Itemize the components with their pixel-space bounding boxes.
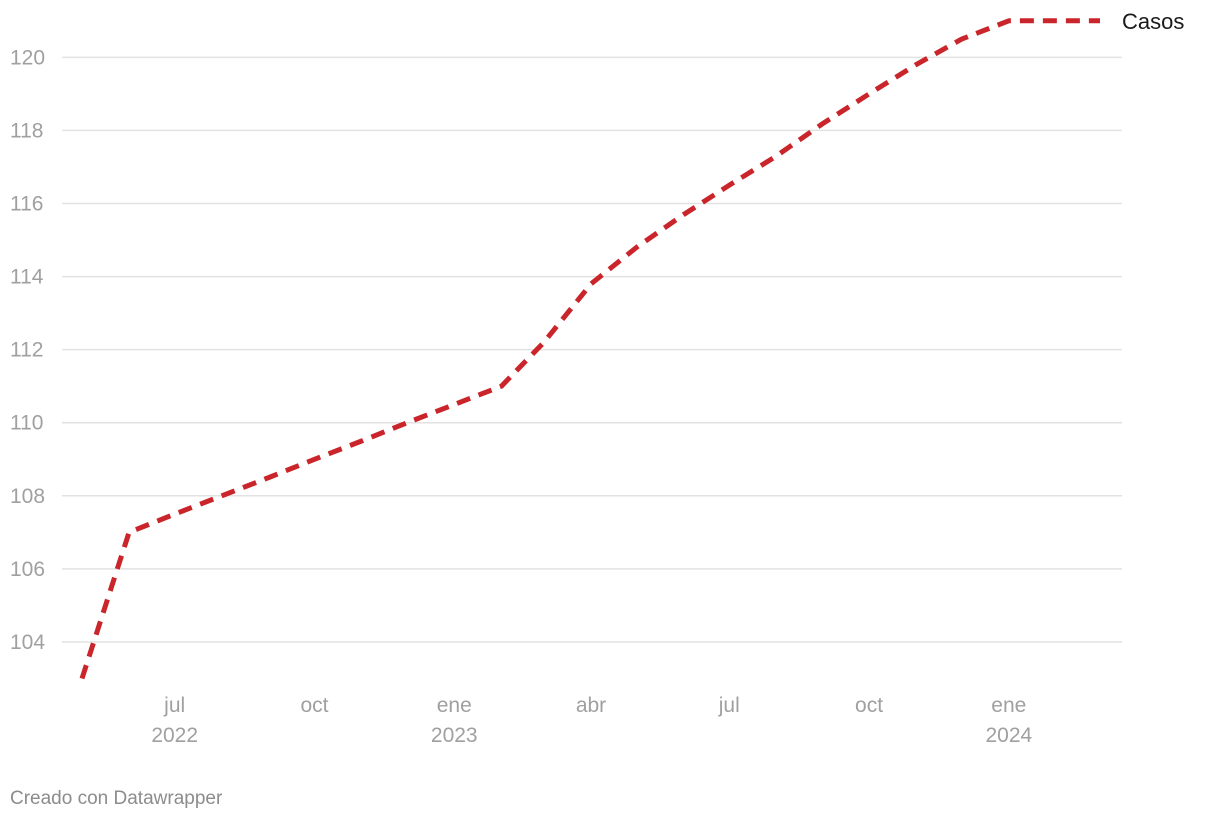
x-tick-label-year: 2023 xyxy=(431,724,478,747)
series-label: Casos xyxy=(1122,9,1184,34)
x-tick-label-month: oct xyxy=(300,694,328,717)
y-tick-label: 114 xyxy=(10,266,44,289)
grid-layer xyxy=(62,56,1122,643)
y-tick-label: 110 xyxy=(10,412,43,435)
series-layer: Casos xyxy=(79,9,1184,680)
y-tick-label: 106 xyxy=(10,558,45,581)
y-tick-label: 116 xyxy=(10,192,43,215)
y-tick-label: 120 xyxy=(10,46,45,69)
x-tick-label-year: 2022 xyxy=(151,724,198,747)
x-tick-label-month: jul xyxy=(718,694,740,717)
x-tick-label-month: oct xyxy=(855,694,883,717)
x-tick-label-month: ene xyxy=(437,694,472,717)
y-tick-label: 112 xyxy=(10,339,43,362)
y-tick-label: 108 xyxy=(10,485,45,508)
x-axis-ticks: jul 2022 oct ene 2023 abr jul oct ene 2024 xyxy=(151,694,1032,747)
x-tick-label-month: jul xyxy=(163,694,185,717)
y-tick-label: 104 xyxy=(10,631,45,654)
y-axis-ticks: 104 106 108 110 112 114 116 118 120 xyxy=(10,46,45,654)
series-line xyxy=(79,18,1100,680)
x-tick-label-month: ene xyxy=(991,694,1026,717)
y-tick-label: 118 xyxy=(10,119,43,142)
x-tick-label-year: 2024 xyxy=(985,724,1032,747)
x-tick-label-month: abr xyxy=(576,694,606,717)
credit-text[interactable]: Creado con Datawrapper xyxy=(10,788,223,809)
